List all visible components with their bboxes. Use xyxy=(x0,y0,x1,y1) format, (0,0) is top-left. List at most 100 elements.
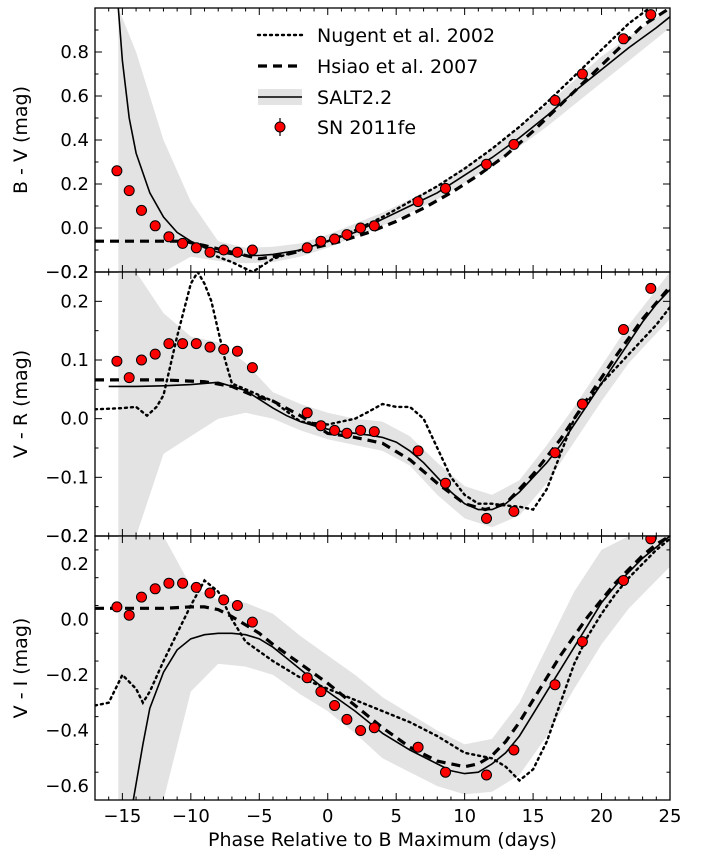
data-point-sn2011fe xyxy=(440,477,451,489)
nugent-line xyxy=(210,8,651,272)
data-point-sn2011fe xyxy=(368,426,380,438)
legend: Nugent et al. 2002 Hsiao et al. 2007 SALT2… xyxy=(256,25,495,139)
x-tick-label: 0 xyxy=(322,806,333,827)
salt2-uncertainty-band xyxy=(118,536,670,800)
data-point-sn2011fe xyxy=(163,231,175,243)
data-point-sn2011fe xyxy=(355,725,367,736)
data-point-sn2011fe xyxy=(440,766,451,778)
data-point-sn2011fe xyxy=(136,204,147,216)
y-tick-label: −0.2 xyxy=(45,262,89,283)
data-point-sn2011fe xyxy=(177,338,189,350)
y-tick-label: 0.0 xyxy=(60,609,89,630)
y-tick-label: −0.4 xyxy=(45,721,89,742)
data-point-sn2011fe xyxy=(190,338,202,350)
x-axis-title: Phase Relative to B Maximum (days) xyxy=(208,829,557,851)
data-point-sn2011fe xyxy=(645,536,657,545)
data-point-sn2011fe xyxy=(549,94,561,106)
panels-group: −0.2 0.0 0.2 0.4 0.6 0.8 −0.2 B - V (mag) −0.2 −0… xyxy=(10,7,681,827)
nugent-line xyxy=(95,537,670,783)
data-point-sn2011fe xyxy=(231,600,243,611)
plot-area xyxy=(95,8,670,272)
data-point-sn2011fe xyxy=(329,424,341,436)
x-tick-label: 5 xyxy=(390,806,401,827)
data-point-sn2011fe xyxy=(231,345,243,357)
y-tick-label: 0.2 xyxy=(60,174,89,195)
data-point-sn2011fe xyxy=(123,372,135,384)
data-point-sn2011fe xyxy=(177,577,189,589)
data-point-sn2011fe xyxy=(576,636,588,648)
x-tick-label: 15 xyxy=(522,806,545,827)
data-point-sn2011fe xyxy=(301,407,313,419)
y-tick-label: −0.6 xyxy=(45,776,89,797)
legend-item: Nugent et al. 2002 xyxy=(256,25,495,47)
salt2-uncertainty-band xyxy=(118,8,670,272)
legend-label: SALT2.2 xyxy=(317,87,392,109)
y-tick-label: −0.2 xyxy=(45,262,89,283)
legend-item: SN 2011fe xyxy=(274,117,416,139)
data-point-sn2011fe xyxy=(341,427,353,439)
legend-label: Nugent et al. 2002 xyxy=(317,25,495,47)
legend-item: Hsiao et al. 2007 xyxy=(258,56,478,78)
y-axis-title: B - V (mag) xyxy=(10,86,32,194)
data-point-sn2011fe xyxy=(645,9,657,21)
x-tick-label: −10 xyxy=(172,806,210,827)
data-point-sn2011fe xyxy=(341,229,353,241)
y-axis-title: V - R (mag) xyxy=(10,350,32,458)
data-point-sn2011fe xyxy=(177,237,189,249)
data-point-sn2011fe xyxy=(111,165,123,177)
x-tick-label: −5 xyxy=(246,806,273,827)
plot-area xyxy=(95,536,670,800)
data-point-sn2011fe xyxy=(163,338,175,350)
data-point-sn2011fe xyxy=(231,246,243,258)
data-point-sn2011fe xyxy=(368,722,380,734)
y-tick-label: −0.2 xyxy=(45,526,89,547)
data-point-sn2011fe xyxy=(341,713,353,725)
y-tick-label: 0.4 xyxy=(60,130,89,151)
salt2-uncertainty-band xyxy=(118,272,670,536)
data-point-sn2011fe xyxy=(508,138,520,150)
data-point-sn2011fe xyxy=(549,447,561,459)
data-point-sn2011fe xyxy=(315,420,327,432)
data-point-sn2011fe xyxy=(440,182,451,194)
salt2-line xyxy=(132,536,670,800)
data-point-sn2011fe xyxy=(218,244,230,256)
data-point-sn2011fe xyxy=(204,587,216,599)
data-point-sn2011fe xyxy=(618,324,629,335)
data-point-sn2011fe xyxy=(190,581,202,593)
x-tick-label: −15 xyxy=(103,806,141,827)
data-point-sn2011fe xyxy=(576,68,588,80)
y-tick-label: 0.6 xyxy=(60,86,89,107)
y-tick-label: 0.2 xyxy=(60,291,89,312)
data-point-sn2011fe xyxy=(149,348,161,360)
hsiao-line xyxy=(95,536,670,769)
y-tick-label: 0.0 xyxy=(60,409,89,430)
data-point-sn2011fe xyxy=(204,246,216,258)
legend-label: SN 2011fe xyxy=(317,117,416,139)
data-point-sn2011fe xyxy=(149,220,161,232)
legend-item: SALT2.2 xyxy=(258,87,392,109)
data-point-sn2011fe xyxy=(301,672,313,684)
data-point-sn2011fe xyxy=(190,242,202,254)
data-point-sn2011fe xyxy=(149,583,161,595)
nugent-line xyxy=(95,272,670,511)
data-point-sn2011fe xyxy=(508,505,520,517)
data-point-sn2011fe xyxy=(355,222,367,234)
y-tick-label: 0.8 xyxy=(60,42,89,63)
y-tick-label: −0.1 xyxy=(45,467,89,488)
data-point-sn2011fe xyxy=(645,282,657,294)
data-point-sn2011fe xyxy=(412,445,424,457)
panel-3: −15 −10 −5 0 5 10 15 20 25 −0.6 −0.4 −0.2 0.0 0.2 V - … xyxy=(10,535,681,827)
x-tick-label: 20 xyxy=(590,806,613,827)
y-tick-label: −0.2 xyxy=(45,526,89,547)
y-axis-title: V - I (mag) xyxy=(10,618,32,719)
data-point-sn2011fe xyxy=(246,362,258,374)
data-point-sn2011fe xyxy=(111,355,123,367)
data-point-sn2011fe xyxy=(549,679,561,691)
panel-2: −0.2−0.10.00.10.2−0.2V - R (mag) xyxy=(10,271,671,547)
data-point-sn2011fe xyxy=(163,577,175,589)
y-tick-label: 0.1 xyxy=(60,350,89,371)
data-point-sn2011fe xyxy=(246,244,258,256)
data-point-sn2011fe xyxy=(329,233,341,245)
data-point-sn2011fe xyxy=(123,609,135,621)
